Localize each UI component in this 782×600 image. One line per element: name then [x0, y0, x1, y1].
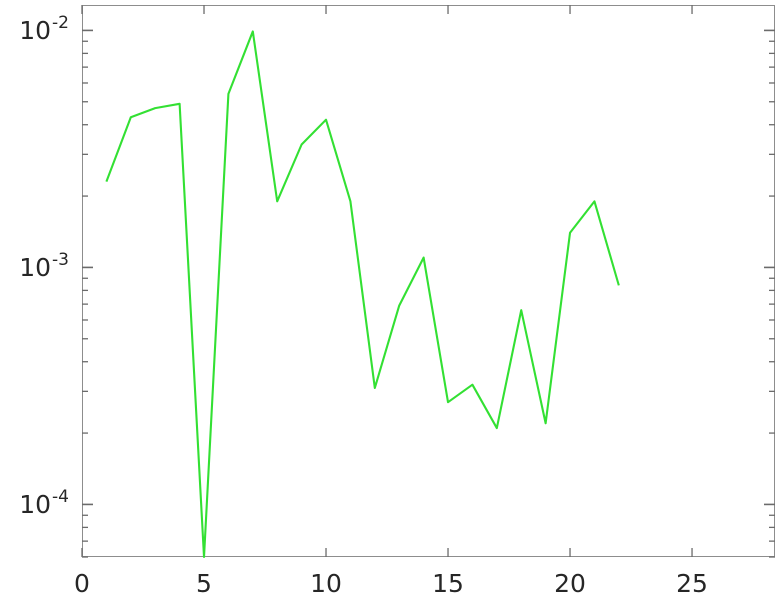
- y-tick-label: 10-2: [0, 15, 69, 46]
- x-tick-label: 15: [432, 569, 464, 598]
- y-tick-exponent: -2: [52, 13, 69, 34]
- y-tick-exponent: -4: [52, 487, 69, 508]
- y-tick-mantissa: 10: [19, 16, 52, 46]
- x-tick-label: 20: [554, 569, 586, 598]
- x-tick-label: 5: [196, 569, 212, 598]
- y-tick-label: 10-3: [0, 252, 69, 283]
- x-tick-label: 10: [310, 569, 342, 598]
- x-tick-label: 25: [676, 569, 708, 598]
- x-tick-label: 0: [74, 569, 90, 598]
- y-tick-mantissa: 10: [19, 490, 52, 520]
- y-tick-label: 10-4: [0, 489, 69, 520]
- y-tick-exponent: -3: [52, 250, 69, 271]
- plot-frame: [82, 5, 775, 557]
- y-tick-mantissa: 10: [19, 253, 52, 283]
